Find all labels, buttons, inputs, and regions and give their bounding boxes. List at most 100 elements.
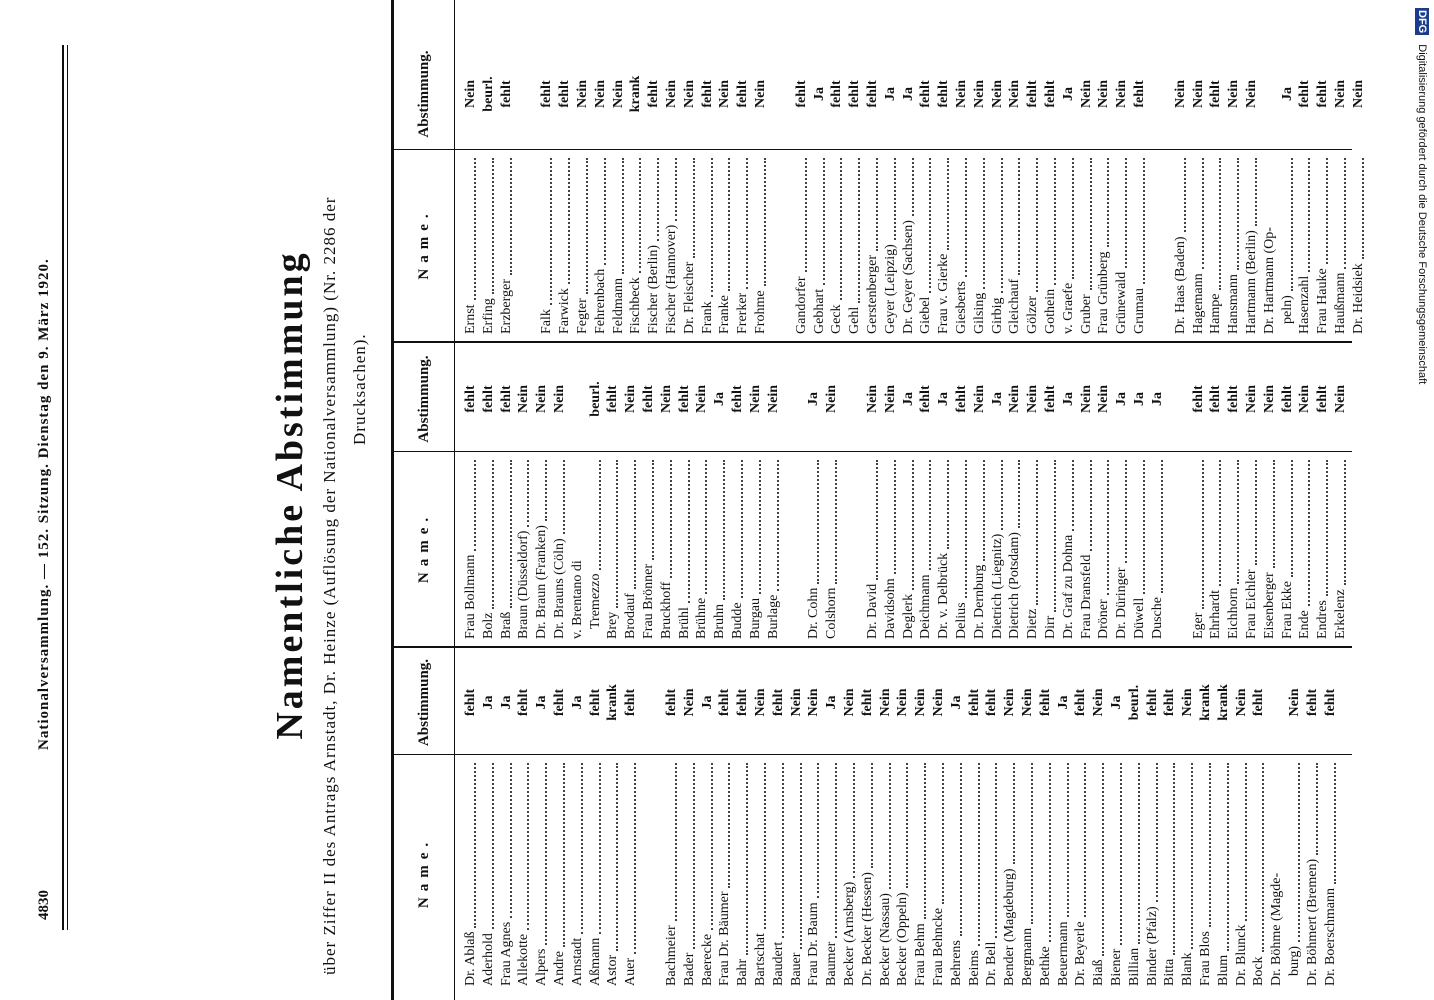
leader-dots (595, 158, 606, 265)
voter-row: Gebhart (811, 154, 829, 334)
leader-dots (720, 763, 731, 888)
voter-name: Fehrenbach (592, 268, 608, 334)
leader-dots (483, 460, 494, 609)
vote: Nein (1078, 385, 1094, 413)
column-header-vote: Abstimmung. (416, 355, 432, 443)
vote: fehlt (966, 688, 982, 717)
vote: Nein (882, 385, 898, 413)
vote: Nein (463, 80, 478, 108)
leader-dots (1040, 763, 1051, 943)
voter-row: Dr. v. Delbrück (935, 456, 953, 639)
voter-row: Bolz (480, 456, 498, 639)
vote: Ja (569, 695, 585, 710)
voter-name: Gebhart (811, 288, 827, 334)
leader-dots (1247, 460, 1257, 566)
leader-dots (1028, 460, 1039, 605)
voter-row: Dr. Heidsiek (1350, 154, 1368, 334)
voter-row: Dr. Böhme (Magde- (1268, 759, 1286, 986)
voter-row: Girbig (989, 154, 1007, 334)
voter-row: Deichmann (917, 456, 935, 639)
header-rule (62, 45, 64, 930)
vote: fehlt (498, 80, 514, 108)
voter-row: Dr. Brauns (Cöln) (551, 456, 569, 639)
voter-name: Frau Blos (1198, 931, 1213, 986)
voter-name: Bahr (735, 958, 751, 986)
vote: fehlt (463, 385, 478, 413)
voter-row: Brodauf (622, 456, 640, 639)
leader-dots (934, 763, 944, 904)
vote: fehlt (463, 688, 478, 717)
voter-name: Frau Ekke (1279, 581, 1295, 639)
leader-dots (537, 460, 548, 522)
voter-row: Bruckhoff (658, 456, 676, 639)
voter-row: Gilsing (971, 154, 989, 334)
vote: fehlt (1208, 80, 1224, 108)
title: Namentliche Abstimmung (269, 250, 311, 740)
vote: Ja (1279, 87, 1295, 101)
voter-name: Billian (1126, 947, 1142, 986)
leader-dots (1247, 158, 1257, 227)
vote: fehlt (717, 688, 733, 717)
voter-row: Frau Agnes (498, 759, 516, 986)
voter-name: Ehrhardt (1208, 590, 1224, 639)
leader-dots (466, 763, 476, 928)
leader-dots (916, 763, 927, 920)
vote: fehlt (1037, 688, 1053, 717)
leader-dots (1211, 460, 1222, 587)
voter-row: Eisenberger (1261, 456, 1279, 639)
voter-name: Bock (1251, 956, 1267, 986)
vote: fehlt (1315, 80, 1331, 108)
voter-row: Fischbeck (627, 154, 645, 334)
voter-name: Bartschat (753, 933, 768, 986)
leader-dots (501, 460, 512, 608)
voter-name: Dr. Beyerle (1073, 921, 1089, 986)
leader-dots (1005, 763, 1016, 865)
column-header-name: Name. (416, 208, 432, 280)
voter-row: Blank (1179, 759, 1197, 986)
voter-name: Hasenzahl (1297, 275, 1313, 334)
voter-row: Bartschat (752, 759, 770, 986)
leader-dots (702, 158, 713, 298)
voter-row: Alpers (533, 759, 551, 986)
voter-name: Eisenberger (1261, 572, 1277, 639)
leader-dots (756, 158, 766, 287)
voter-name: Giebel (918, 296, 934, 334)
voter-name: Frohme (753, 290, 768, 334)
leader-dots (1135, 158, 1145, 285)
voter-row: Gleichauf (1006, 154, 1024, 334)
leader-dots (809, 460, 820, 584)
voter-row: Frau Dransfeld (1078, 456, 1096, 639)
voter-name: Dr. Ablaß (463, 931, 478, 986)
vote: fehlt (847, 80, 863, 108)
vote: krank (628, 75, 644, 113)
vote: Ja (900, 87, 916, 101)
voter-row: Biener (1108, 759, 1126, 986)
voter-name: Frau Behncke (931, 907, 946, 986)
vote: Ja (1109, 695, 1124, 710)
leader-dots (1058, 763, 1069, 918)
leader-dots (1183, 763, 1194, 949)
voter-name: Becker (Arnsberg) (842, 881, 857, 986)
leader-dots (733, 460, 743, 599)
leader-dots (1336, 460, 1346, 586)
vote: Nein (765, 385, 781, 413)
vote: Nein (681, 688, 697, 717)
voter-row: Davidsohn (882, 456, 900, 639)
leader-dots (466, 460, 476, 551)
subtitle: über Ziffer II des Antrags Arnstadt, Dr.… (320, 196, 339, 975)
leader-dots (1264, 460, 1275, 569)
voter-row: Falk (538, 154, 556, 334)
leader-dots (1076, 763, 1087, 918)
vote: beurl. (480, 76, 496, 112)
vote: fehlt (865, 80, 880, 108)
voter-name: Dirr (1043, 615, 1058, 639)
leader-dots (631, 158, 642, 274)
vote: Ja (1114, 392, 1130, 406)
leader-dots (1081, 460, 1092, 551)
voter-name: Dr. Düringer (1114, 567, 1130, 639)
column-header-name: Name. (416, 836, 432, 909)
vote: fehlt (480, 385, 496, 413)
voter-name: Hagemann (1190, 273, 1206, 334)
voter-name: Frau Bollmann (463, 554, 478, 639)
